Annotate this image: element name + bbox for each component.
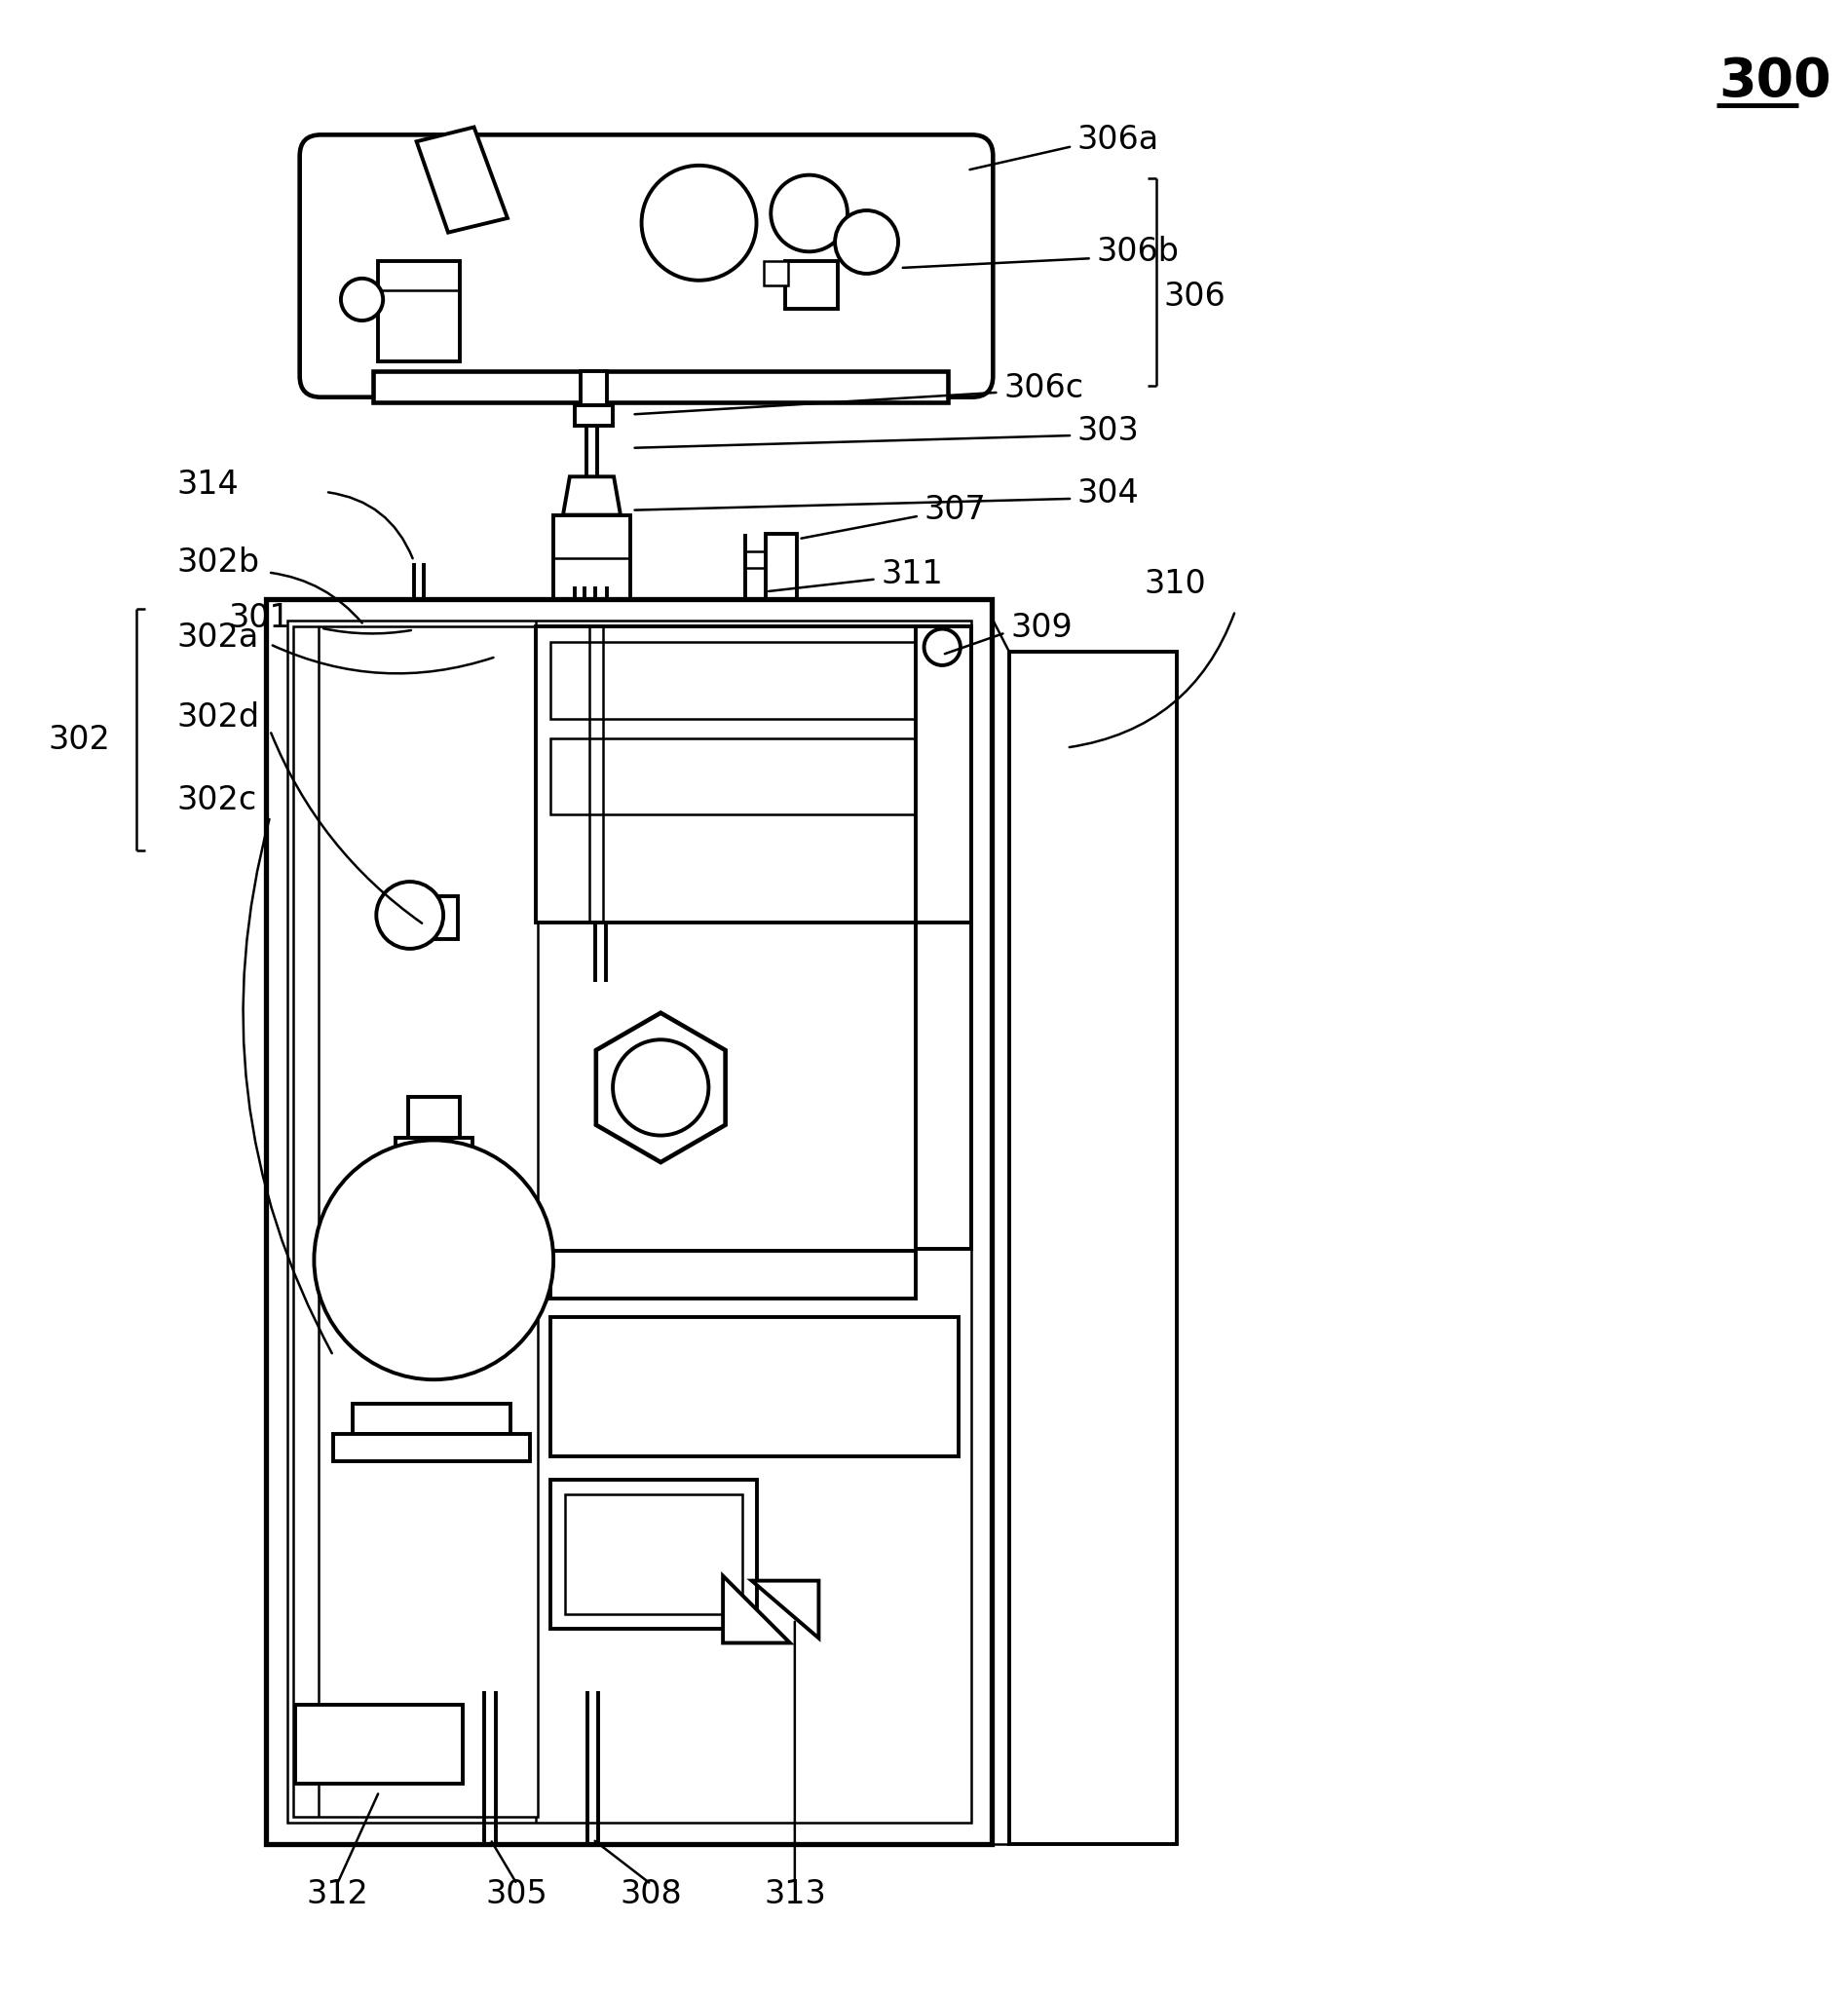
Bar [551, 1318, 959, 1456]
Bar [373, 371, 948, 401]
Text: 302: 302 [48, 723, 111, 757]
Bar [379, 262, 460, 361]
FancyBboxPatch shape [299, 136, 992, 397]
Circle shape [641, 166, 756, 280]
Bar [333, 1434, 530, 1462]
Bar [536, 625, 970, 923]
Circle shape [377, 883, 444, 949]
Text: 302c: 302c [177, 785, 257, 817]
Bar [296, 1705, 462, 1783]
Bar [294, 625, 538, 1817]
Text: 302a: 302a [177, 621, 259, 653]
Text: 306a: 306a [1077, 124, 1159, 156]
Polygon shape [597, 1012, 726, 1162]
Bar [767, 533, 796, 599]
Text: 312: 312 [307, 1877, 368, 1909]
Text: 311: 311 [881, 559, 942, 591]
Bar [425, 897, 458, 939]
Text: 310: 310 [1144, 567, 1207, 599]
Text: 303: 303 [1077, 415, 1140, 447]
Bar [575, 405, 614, 425]
Circle shape [614, 1040, 708, 1136]
Bar [551, 1250, 915, 1298]
Text: 300: 300 [1719, 56, 1831, 108]
Bar [553, 515, 630, 599]
Text: 305: 305 [486, 1877, 549, 1909]
Text: 306b: 306b [1096, 236, 1179, 268]
Bar [915, 625, 970, 923]
Text: 313: 313 [763, 1877, 826, 1909]
Text: 309: 309 [1011, 611, 1072, 643]
Circle shape [835, 210, 898, 274]
Text: 302d: 302d [177, 701, 261, 735]
Bar [915, 923, 970, 1248]
Bar [565, 1494, 743, 1614]
Bar [580, 371, 608, 405]
Bar [395, 1138, 471, 1162]
Bar [763, 262, 787, 286]
Text: 301: 301 [227, 603, 290, 635]
Bar [1009, 651, 1177, 1843]
Text: 304: 304 [1077, 477, 1140, 509]
Polygon shape [564, 477, 621, 515]
Text: 314: 314 [177, 467, 238, 501]
Bar [266, 599, 992, 1843]
Bar [286, 621, 970, 1823]
Bar [551, 643, 957, 719]
Bar [353, 1404, 510, 1434]
Text: 308: 308 [621, 1877, 682, 1909]
Text: 306: 306 [1164, 280, 1225, 314]
Text: 302b: 302b [177, 547, 261, 579]
Circle shape [340, 278, 383, 322]
Bar [408, 1096, 460, 1138]
Bar [551, 1480, 756, 1630]
Polygon shape [416, 128, 508, 232]
Polygon shape [752, 1582, 819, 1638]
Bar [785, 262, 837, 310]
Text: 306c: 306c [1003, 373, 1083, 405]
Text: 307: 307 [924, 493, 987, 527]
Circle shape [314, 1140, 553, 1380]
Polygon shape [723, 1576, 789, 1644]
Circle shape [771, 176, 848, 252]
Circle shape [924, 629, 961, 665]
Bar [551, 739, 957, 815]
